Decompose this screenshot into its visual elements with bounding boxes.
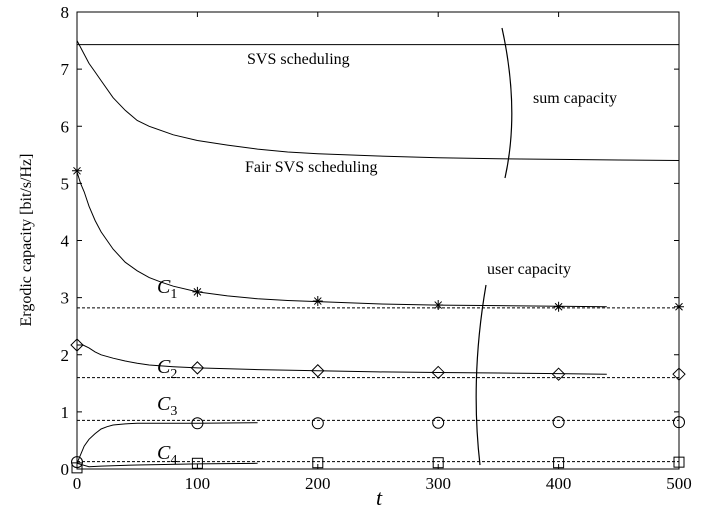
user-capacity-bracket xyxy=(475,284,487,466)
c4-label: C4 xyxy=(157,442,177,468)
x-tick-label: 300 xyxy=(425,474,451,493)
series-line-c3_fair xyxy=(76,422,258,464)
data-point-star xyxy=(192,286,203,297)
y-tick-label: 6 xyxy=(61,117,70,136)
x-tick-label: 200 xyxy=(305,474,331,493)
data-point-diamond xyxy=(190,361,205,375)
data-point-circle xyxy=(432,416,445,429)
y-tick-label: 1 xyxy=(61,403,70,422)
data-point-diamond xyxy=(431,365,445,380)
sum-capacity-bracket xyxy=(501,27,513,179)
y-tick-label: 7 xyxy=(61,60,70,79)
y-tick-label: 4 xyxy=(61,232,70,251)
axis-ticks: 0 100 200 300 400 500 0 1 2 3 4 5 6 7 8 xyxy=(61,3,692,493)
data-point-circle xyxy=(311,417,324,430)
annotations: SVS scheduling Fair SVS scheduling sum c… xyxy=(157,27,617,468)
sum-capacity-label: sum capacity xyxy=(533,90,617,107)
x-tick-label: 500 xyxy=(666,474,692,493)
svs-scheduling-label: SVS scheduling xyxy=(247,51,350,68)
series-line-fair_sum xyxy=(76,40,680,161)
y-tick-label: 2 xyxy=(61,346,70,365)
y-axis-label: Ergodic capacity [bit/s/Hz] xyxy=(18,154,35,327)
y-tick-label: 8 xyxy=(61,3,70,22)
c2-subscript: 2 xyxy=(170,367,177,382)
c4-subscript: 4 xyxy=(170,453,177,468)
c1-subscript: 1 xyxy=(170,287,177,302)
x-tick-label: 400 xyxy=(546,474,572,493)
data-point-circle xyxy=(552,416,565,429)
c1-label: C1 xyxy=(157,276,177,302)
c3-label: C3 xyxy=(157,393,177,419)
x-tick-label: 100 xyxy=(185,474,211,493)
data-point-diamond xyxy=(551,367,566,381)
data-point-circle xyxy=(191,417,204,430)
c2-letter: C xyxy=(157,356,171,378)
y-tick-label: 3 xyxy=(61,289,70,308)
x-tick-label: 0 xyxy=(73,474,82,493)
data-point-diamond xyxy=(311,364,325,378)
user-capacity-label: user capacity xyxy=(487,261,571,278)
x-axis-label: t xyxy=(376,485,383,510)
c1-letter: C xyxy=(157,276,171,298)
y-tick-label: 5 xyxy=(61,174,70,193)
data-point-star xyxy=(553,301,564,312)
series-line-c4_fair xyxy=(76,462,258,468)
series-line-c1_fair xyxy=(76,171,607,308)
c2-label: C2 xyxy=(157,356,177,382)
c3-subscript: 3 xyxy=(170,404,177,419)
data-point-star xyxy=(312,296,323,307)
data-point-star xyxy=(433,300,444,311)
fair-svs-scheduling-label: Fair SVS scheduling xyxy=(245,159,377,176)
c3-letter: C xyxy=(157,393,171,415)
series-line-c2_fair xyxy=(77,344,607,375)
c4-letter: C xyxy=(157,442,171,464)
y-tick-label: 0 xyxy=(61,460,70,479)
